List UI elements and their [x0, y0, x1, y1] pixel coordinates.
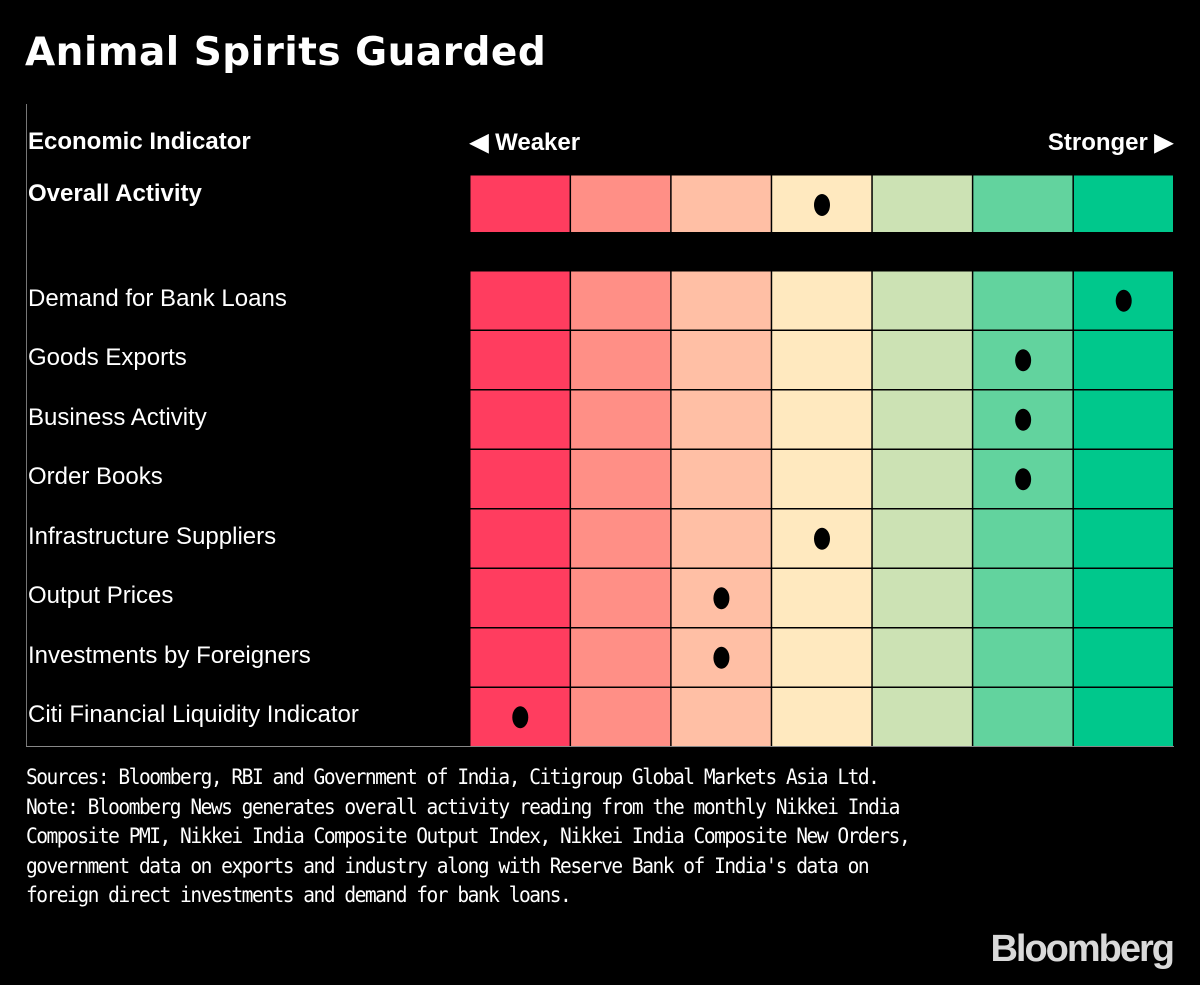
chart-title: Animal Spirits Guarded	[25, 30, 547, 75]
row-output-prices-marker	[713, 587, 730, 610]
row-citi-financial-liquidity-indicator-cell-3	[671, 688, 771, 746]
row-citi-financial-liquidity-indicator-cell-7	[1073, 688, 1173, 746]
overall-activity-marker	[814, 194, 830, 216]
row-order-books-cell-5	[872, 450, 972, 508]
row-goods-exports-cell-2	[571, 331, 671, 389]
row-business-activity-cell-5	[872, 390, 972, 449]
row-demand-for-bank-loans-cell-1	[470, 271, 570, 330]
overall-activity-label: Overall Activity	[28, 180, 202, 207]
row-infrastructure-suppliers-cell-5	[872, 509, 972, 568]
row-investments-by-foreigners-cell-2	[571, 628, 671, 687]
overall-activity-cell-1	[470, 175, 570, 232]
row-demand-for-bank-loans-marker	[1115, 289, 1132, 312]
row-goods-exports-label: Goods Exports	[28, 344, 187, 372]
row-output-prices-cell-1	[470, 569, 570, 627]
overall-activity-cell-2	[571, 175, 671, 232]
row-business-activity-marker	[1015, 408, 1032, 431]
row-goods-exports-cell-4	[772, 331, 872, 389]
row-output-prices-cell-7	[1073, 569, 1173, 627]
overall-activity-cell-6	[973, 175, 1073, 232]
bottom-rule	[26, 746, 1174, 747]
row-goods-exports-cell-1	[470, 331, 570, 389]
row-goods-exports-cell-3	[671, 331, 771, 389]
row-infrastructure-suppliers-label: Infrastructure Suppliers	[28, 522, 277, 550]
row-infrastructure-suppliers-cell-6	[973, 509, 1073, 568]
row-goods-exports-marker	[1015, 349, 1032, 372]
row-output-prices-cell-6	[973, 569, 1073, 627]
row-infrastructure-suppliers-cell-3	[671, 509, 771, 568]
row-citi-financial-liquidity-indicator-cell-2	[571, 688, 671, 746]
bloomberg-logo: Bloomberg	[990, 928, 1175, 970]
row-business-activity-label: Business Activity	[28, 403, 207, 431]
row-business-activity-cell-3	[671, 390, 771, 449]
column-header-indicator: Economic Indicator	[28, 128, 251, 155]
row-citi-financial-liquidity-indicator-label: Citi Financial Liquidity Indicator	[28, 701, 359, 729]
row-investments-by-foreigners-marker	[713, 646, 730, 669]
row-infrastructure-suppliers-marker	[814, 527, 830, 550]
overall-activity-cell-7	[1073, 175, 1173, 232]
row-infrastructure-suppliers-cell-1	[470, 509, 570, 568]
row-order-books-cell-3	[671, 450, 771, 508]
scale-label-stronger: Stronger ▶	[1047, 129, 1173, 156]
scale-label-weaker: ◀ Weaker	[470, 129, 581, 156]
note-text: Note: Bloomberg News generates overall a…	[26, 794, 911, 908]
row-output-prices-label: Output Prices	[28, 582, 174, 610]
row-citi-financial-liquidity-indicator-cell-6	[973, 688, 1073, 746]
row-goods-exports-cell-5	[872, 331, 972, 389]
row-demand-for-bank-loans-cell-3	[671, 271, 771, 330]
row-output-prices-cell-2	[571, 569, 671, 627]
row-infrastructure-suppliers-cell-2	[571, 509, 671, 568]
row-business-activity-cell-7	[1073, 390, 1173, 449]
row-order-books-cell-2	[571, 450, 671, 508]
row-order-books-label: Order Books	[28, 463, 163, 491]
row-investments-by-foreigners-label: Investments by Foreigners	[28, 641, 311, 669]
left-axis-rule	[26, 104, 27, 746]
row-business-activity-cell-1	[470, 390, 570, 449]
row-order-books-cell-7	[1073, 450, 1173, 508]
row-demand-for-bank-loans-cell-4	[772, 271, 872, 330]
row-demand-for-bank-loans-label: Demand for Bank Loans	[28, 284, 287, 312]
row-demand-for-bank-loans-cell-5	[872, 271, 972, 330]
row-order-books-cell-1	[470, 450, 570, 508]
row-investments-by-foreigners-cell-4	[772, 628, 872, 687]
row-output-prices-cell-4	[772, 569, 872, 627]
overall-activity-cell-3	[671, 175, 771, 232]
row-investments-by-foreigners-cell-1	[470, 628, 570, 687]
row-output-prices-cell-5	[872, 569, 972, 627]
row-order-books-marker	[1015, 468, 1032, 491]
row-demand-for-bank-loans-cell-6	[973, 271, 1073, 330]
row-infrastructure-suppliers-cell-7	[1073, 509, 1173, 568]
row-citi-financial-liquidity-indicator-cell-5	[872, 688, 972, 746]
row-business-activity-cell-4	[772, 390, 872, 449]
chart-footer: Sources: Bloomberg, RBI and Government o…	[26, 763, 919, 911]
row-investments-by-foreigners-cell-6	[973, 628, 1073, 687]
row-demand-for-bank-loans-cell-2	[571, 271, 671, 330]
overall-activity-cell-5	[872, 175, 972, 232]
row-citi-financial-liquidity-indicator-cell-4	[772, 688, 872, 746]
row-business-activity-cell-2	[571, 390, 671, 449]
row-citi-financial-liquidity-indicator-marker	[512, 706, 529, 729]
sources-text: Sources: Bloomberg, RBI and Government o…	[26, 765, 880, 789]
row-goods-exports-cell-7	[1073, 331, 1173, 389]
row-order-books-cell-4	[772, 450, 872, 508]
row-investments-by-foreigners-cell-7	[1073, 628, 1173, 687]
row-investments-by-foreigners-cell-5	[872, 628, 972, 687]
